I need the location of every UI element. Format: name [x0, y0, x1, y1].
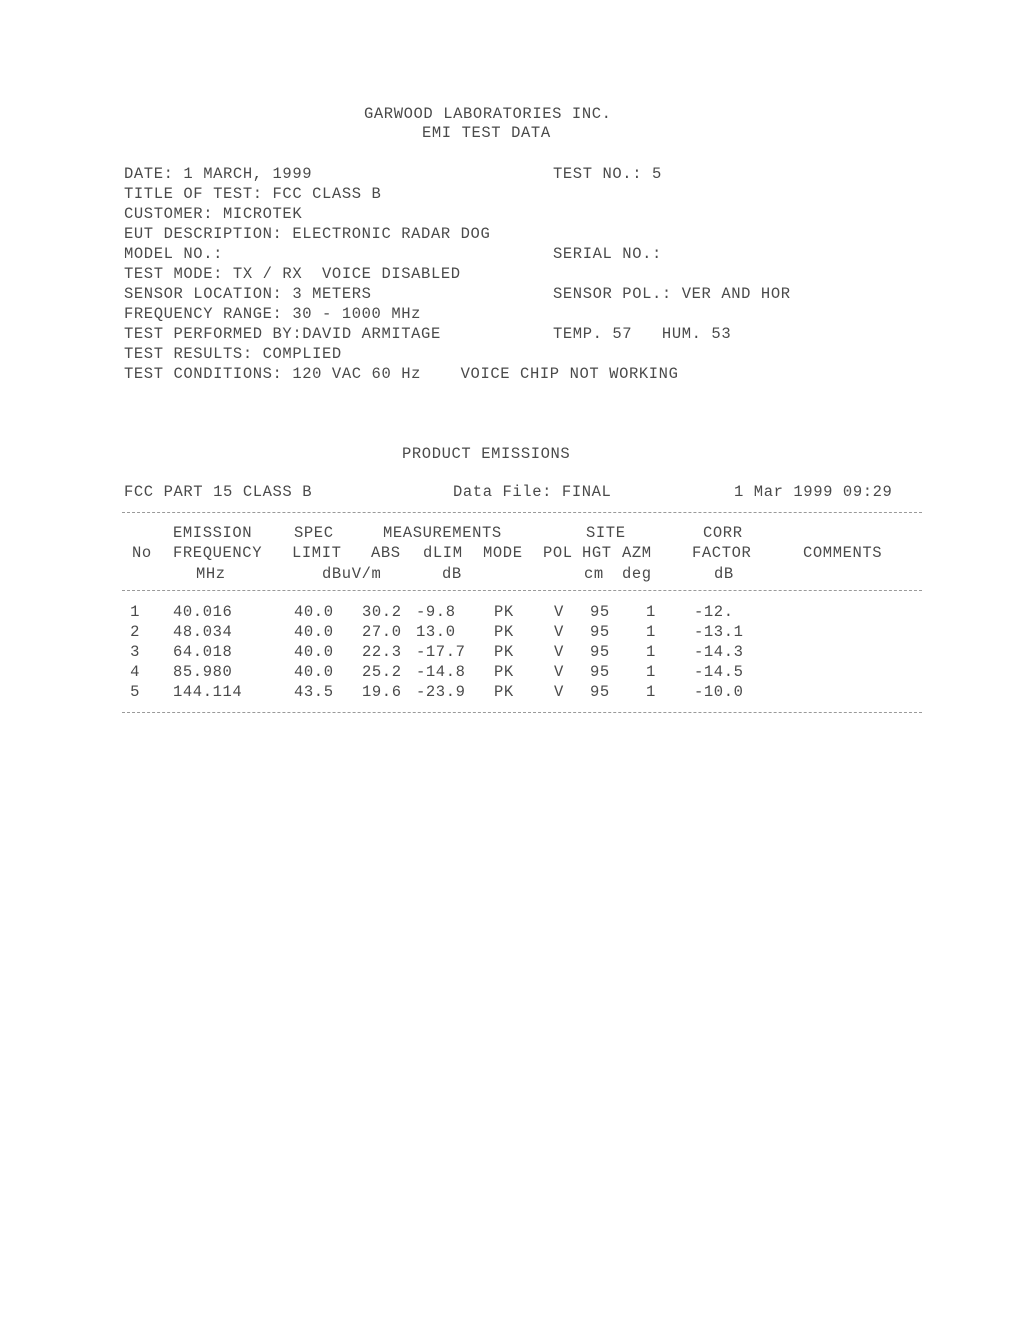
- cell-limit: 40.0: [294, 643, 334, 661]
- cell-limit: 40.0: [294, 663, 334, 681]
- cell-pol: V: [554, 603, 564, 621]
- divider: [122, 590, 922, 591]
- cell-hgt: 95: [590, 643, 610, 661]
- field-title-of-test: TITLE OF TEST: FCC CLASS B: [124, 185, 382, 203]
- unit-dbuvm: dBuV/m: [322, 565, 382, 583]
- field-sensor-pol: SENSOR POL.: VER AND HOR: [553, 285, 791, 303]
- field-sensor-location: SENSOR LOCATION: 3 METERS: [124, 285, 372, 303]
- field-eut-description: EUT DESCRIPTION: ELECTRONIC RADAR DOG: [124, 225, 491, 243]
- field-customer: CUSTOMER: MICROTEK: [124, 205, 303, 223]
- unit-mhz: MHz: [196, 565, 226, 583]
- header-no: No: [132, 544, 152, 562]
- cell-dlim: 13.0: [416, 623, 456, 641]
- cell-mode: PK: [494, 623, 514, 641]
- header-azm: AZM: [622, 544, 652, 562]
- section-title: PRODUCT EMISSIONS: [402, 445, 571, 463]
- cell-pol: V: [554, 683, 564, 701]
- header-corr: CORR: [703, 524, 743, 542]
- cell-azm: 1: [646, 683, 656, 701]
- cell-no: 1: [130, 603, 140, 621]
- cell-limit: 40.0: [294, 623, 334, 641]
- cell-freq: 64.018: [173, 643, 233, 661]
- cell-abs: 30.2: [362, 603, 402, 621]
- cell-no: 5: [130, 683, 140, 701]
- cell-mode: PK: [494, 683, 514, 701]
- field-test-no: TEST NO.: 5: [553, 165, 662, 183]
- cell-no: 4: [130, 663, 140, 681]
- cell-no: 3: [130, 643, 140, 661]
- cell-abs: 19.6: [362, 683, 402, 701]
- field-test-results: TEST RESULTS: COMPLIED: [124, 345, 342, 363]
- cell-hgt: 95: [590, 683, 610, 701]
- cell-limit: 40.0: [294, 603, 334, 621]
- cell-abs: 27.0: [362, 623, 402, 641]
- timestamp: 1 Mar 1999 09:29: [734, 483, 893, 501]
- cell-dlim: -17.7: [416, 643, 466, 661]
- field-frequency-range: FREQUENCY RANGE: 30 - 1000 MHz: [124, 305, 422, 323]
- header-limit: LIMIT: [292, 544, 342, 562]
- cell-abs: 25.2: [362, 663, 402, 681]
- cell-freq: 40.016: [173, 603, 233, 621]
- data-file-label: Data File: FINAL: [453, 483, 612, 501]
- cell-abs: 22.3: [362, 643, 402, 661]
- field-test-conditions: TEST CONDITIONS: 120 VAC 60 Hz VOICE CHI…: [124, 365, 679, 383]
- standard-label: FCC PART 15 CLASS B: [124, 483, 313, 501]
- cell-azm: 1: [646, 663, 656, 681]
- divider: [122, 512, 922, 513]
- cell-corr: -10.0: [694, 683, 744, 701]
- cell-limit: 43.5: [294, 683, 334, 701]
- cell-pol: V: [554, 643, 564, 661]
- field-performed-by: TEST PERFORMED BY:DAVID ARMITAGE: [124, 325, 441, 343]
- field-test-mode: TEST MODE: TX / RX VOICE DISABLED: [124, 265, 461, 283]
- cell-hgt: 95: [590, 623, 610, 641]
- cell-azm: 1: [646, 643, 656, 661]
- header-dlim: dLIM: [423, 544, 463, 562]
- unit-cm: cm: [584, 565, 604, 583]
- cell-corr: -14.5: [694, 663, 744, 681]
- cell-dlim: -14.8: [416, 663, 466, 681]
- header-spec: SPEC: [294, 524, 334, 542]
- cell-hgt: 95: [590, 663, 610, 681]
- header-site: SITE: [586, 524, 626, 542]
- company-name: GARWOOD LABORATORIES INC.: [364, 105, 612, 123]
- cell-freq: 144.114: [173, 683, 243, 701]
- header-frequency: FREQUENCY: [173, 544, 263, 562]
- cell-dlim: -23.9: [416, 683, 466, 701]
- cell-freq: 48.034: [173, 623, 233, 641]
- field-temp-hum: TEMP. 57 HUM. 53: [553, 325, 732, 343]
- field-serial-no: SERIAL NO.:: [553, 245, 662, 263]
- unit-db: dB: [442, 565, 462, 583]
- cell-mode: PK: [494, 643, 514, 661]
- cell-no: 2: [130, 623, 140, 641]
- document-subtitle: EMI TEST DATA: [422, 124, 551, 142]
- header-abs: ABS: [371, 544, 401, 562]
- cell-freq: 85.980: [173, 663, 233, 681]
- header-measurements: MEASUREMENTS: [383, 524, 502, 542]
- header-emission: EMISSION: [173, 524, 253, 542]
- header-pol: POL: [543, 544, 573, 562]
- header-hgt: HGT: [582, 544, 612, 562]
- field-date: DATE: 1 MARCH, 1999: [124, 165, 313, 183]
- cell-pol: V: [554, 663, 564, 681]
- cell-mode: PK: [494, 663, 514, 681]
- cell-corr: -12.: [694, 603, 734, 621]
- cell-azm: 1: [646, 603, 656, 621]
- header-mode: MODE: [483, 544, 523, 562]
- header-factor: FACTOR: [692, 544, 752, 562]
- cell-mode: PK: [494, 603, 514, 621]
- header-comments: COMMENTS: [803, 544, 883, 562]
- cell-hgt: 95: [590, 603, 610, 621]
- field-model-no: MODEL NO.:: [124, 245, 224, 263]
- cell-azm: 1: [646, 623, 656, 641]
- divider: [122, 712, 922, 713]
- unit-deg: deg: [622, 565, 652, 583]
- cell-pol: V: [554, 623, 564, 641]
- cell-corr: -14.3: [694, 643, 744, 661]
- cell-dlim: -9.8: [416, 603, 456, 621]
- unit-db-corr: dB: [714, 565, 734, 583]
- cell-corr: -13.1: [694, 623, 744, 641]
